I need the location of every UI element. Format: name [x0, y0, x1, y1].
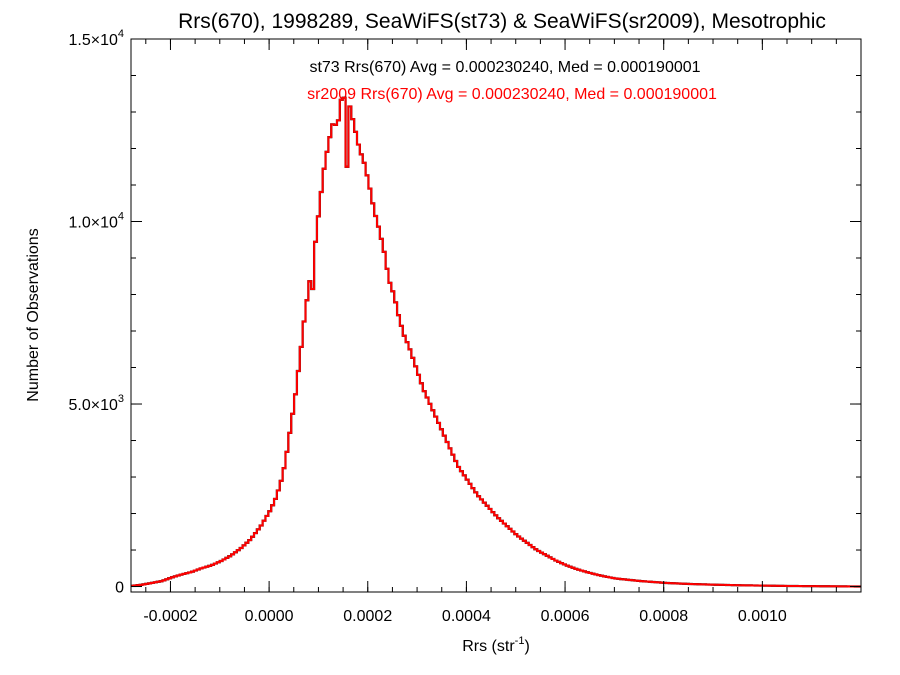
x-tick-label: 0.0008: [639, 608, 688, 625]
series-sr2009-line: [131, 96, 861, 588]
y-axis-title: Number of Observations: [25, 228, 42, 401]
y-tick-label: 1.0×104: [68, 211, 124, 232]
annotation-st73: st73 Rrs(670) Avg = 0.000230240, Med = 0…: [309, 59, 700, 76]
y-tick-label-mantissa: 5.0×10: [68, 397, 117, 414]
ticks-layer: -0.0002 0.0000 0.0002 0.0004 0.0006 0.0008 0.0…: [68, 28, 862, 625]
x-axis-title-main: Rrs (str: [462, 638, 515, 655]
x-tick-label: 0.0006: [541, 608, 590, 625]
y-tick-label-mantissa: 1.0×10: [68, 215, 117, 232]
x-tick-label: -0.0002: [143, 608, 197, 625]
x-tick-label: 0.0010: [738, 608, 787, 625]
x-axis-title: Rrs (str-1): [462, 635, 530, 655]
x-tick-label: 0.0002: [343, 608, 392, 625]
y-tick-label-exponent: 4: [118, 28, 124, 40]
annotation-sr2009: sr2009 Rrs(670) Avg = 0.000230240, Med =…: [307, 86, 717, 103]
x-tick-label: 0.0004: [442, 608, 491, 625]
series-st73-line: [131, 96, 861, 588]
series-layer: [131, 96, 861, 588]
y-tick-label: 1.5×104: [68, 28, 124, 49]
x-axis-title-sup: -1: [515, 635, 525, 647]
y-tick-label: 0: [115, 580, 124, 597]
y-tick-label-exponent: 3: [118, 393, 124, 405]
plot-frame: [130, 38, 862, 593]
y-tick-label-mantissa: 1.5×10: [68, 32, 117, 49]
x-axis-title-end: ): [524, 638, 529, 655]
x-tick-label: 0.0000: [245, 608, 294, 625]
y-tick-label: 5.0×103: [68, 393, 124, 414]
chart-title: Rrs(670), 1998289, SeaWiFS(st73) & SeaWi…: [178, 10, 826, 33]
y-tick-label-exponent: 4: [118, 211, 124, 223]
